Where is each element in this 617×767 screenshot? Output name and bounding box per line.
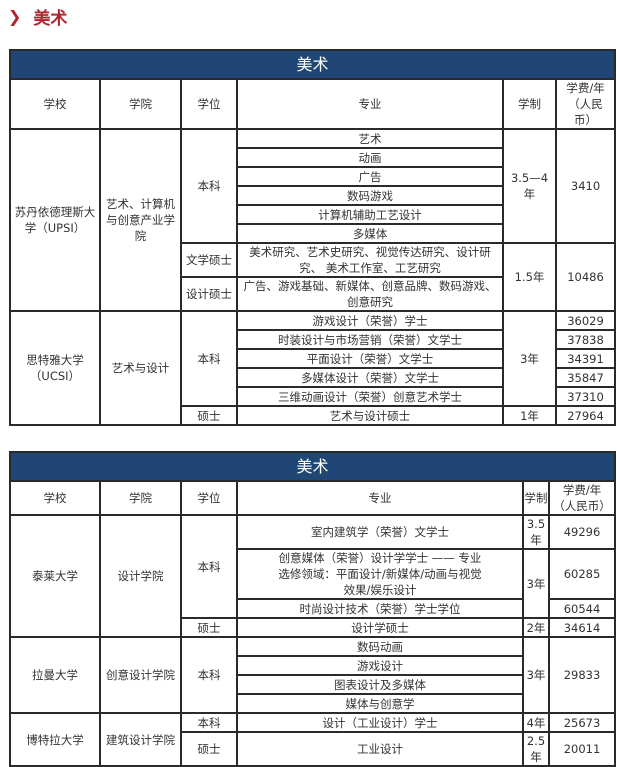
degree-cell: 硕士 [180, 405, 238, 426]
duration-cell: 3.5年 [522, 514, 550, 550]
art-table-2: 美术 学校 学院 学位 专业 学制 学费/年（人民币） 泰莱大学 设计学院 本科… [8, 451, 617, 767]
major-cell: 时装设计与市场营销（荣誉）文学士 [236, 329, 504, 350]
school-cell: 博特拉大学 [9, 712, 101, 767]
duration-cell: 3年 [522, 548, 550, 619]
major-cell: 动画 [236, 147, 504, 168]
fee-cell: 49296 [547, 514, 617, 550]
fee-cell: 3410 [554, 128, 617, 244]
school-cell: 泰莱大学 [9, 514, 101, 638]
major-cell: 广告 [236, 166, 504, 187]
degree-cell: 本科 [180, 128, 238, 244]
art-table-1: 美术 学校 学院 学位 专业 学制 学费/年（人民币） 苏丹依德理斯大学（UPS… [8, 49, 617, 426]
school-cell: 拉曼大学 [9, 636, 101, 714]
school-cell: 思特雅大学（UCSI） [9, 310, 101, 426]
fee-cell: 10486 [554, 242, 617, 312]
degree-cell: 文学硕士 [180, 242, 238, 278]
fee-cell: 60285 [547, 548, 617, 600]
header-school: 学校 [9, 480, 101, 516]
duration-cell: 4年 [522, 712, 550, 733]
college-cell: 艺术、计算机与创意产业学院 [99, 128, 182, 312]
header-duration: 学制 [522, 480, 550, 516]
major-cell: 图表设计及多媒体 [236, 674, 524, 695]
college-cell: 创意设计学院 [99, 636, 182, 714]
table-title: 美术 [8, 49, 617, 80]
degree-cell: 硕士 [180, 617, 238, 638]
fee-cell: 25673 [547, 712, 617, 733]
major-cell: 美术研究、艺术史研究、视觉传达研究、设计研究、 美术工作室、工艺研究 [236, 242, 504, 278]
header-college: 学院 [99, 480, 182, 516]
header-college: 学院 [99, 78, 182, 130]
fee-cell: 37838 [554, 329, 617, 350]
duration-cell: 3年 [522, 636, 550, 714]
major-cell: 数码动画 [236, 636, 524, 657]
header-degree: 学位 [180, 480, 238, 516]
duration-cell: 2年 [522, 617, 550, 638]
major-cell: 室内建筑学（荣誉）文学士 [236, 514, 524, 550]
section-heading: ❯ 美术 [8, 4, 67, 29]
degree-cell: 本科 [180, 310, 238, 407]
major-cell: 游戏设计（荣誉）学士 [236, 310, 504, 331]
fee-cell: 29833 [547, 636, 617, 714]
major-cell: 三维动画设计（荣誉）创意艺术学士 [236, 386, 504, 407]
major-cell: 计算机辅助工艺设计 [236, 204, 504, 225]
duration-cell: 1年 [502, 405, 557, 426]
major-cell: 多媒体设计（荣誉）文学士 [236, 367, 504, 388]
major-cell: 设计学硕士 [236, 617, 524, 638]
header-fee: 学费/年（人民币） [547, 480, 617, 516]
header-duration: 学制 [502, 78, 557, 130]
school-cell: 苏丹依德理斯大学（UPSI） [9, 128, 101, 312]
section-title: 美术 [33, 9, 68, 29]
degree-cell: 本科 [180, 712, 238, 733]
fee-cell: 34391 [554, 348, 617, 369]
major-cell: 创意媒体（荣誉）设计学学士 —— 专业选修领域：平面设计/新媒体/动画与视觉效果… [236, 548, 524, 600]
major-cell: 设计（工业设计）学士 [236, 712, 524, 733]
chevron-right-icon: ❯ [8, 7, 22, 26]
fee-cell: 36029 [554, 310, 617, 331]
major-cell: 多媒体 [236, 223, 504, 244]
major-cell: 艺术 [236, 128, 504, 149]
fee-cell: 34614 [547, 617, 617, 638]
major-cell: 数码游戏 [236, 185, 504, 206]
fee-cell: 35847 [554, 367, 617, 388]
table-title: 美术 [8, 451, 617, 482]
fee-cell: 60544 [547, 598, 617, 619]
major-cell: 时尚设计技术（荣誉）学士学位 [236, 598, 524, 619]
header-major: 专业 [236, 480, 524, 516]
duration-cell: 3年 [502, 310, 557, 407]
fee-cell: 37310 [554, 386, 617, 407]
duration-cell: 1.5年 [502, 242, 557, 312]
major-cell: 平面设计（荣誉）文学士 [236, 348, 504, 369]
major-cell: 游戏设计 [236, 655, 524, 676]
college-cell: 艺术与设计 [99, 310, 182, 426]
college-cell: 建筑设计学院 [99, 712, 182, 767]
major-cell: 艺术与设计硕士 [236, 405, 504, 426]
header-major: 专业 [236, 78, 504, 130]
degree-cell: 本科 [180, 514, 238, 619]
degree-cell: 本科 [180, 636, 238, 714]
degree-cell: 设计硕士 [180, 276, 238, 312]
college-cell: 设计学院 [99, 514, 182, 638]
major-cell: 广告、游戏基础、新媒体、创意品牌、数码游戏、创意研究 [236, 276, 504, 312]
major-cell: 媒体与创意学 [236, 693, 524, 714]
header-school: 学校 [9, 78, 101, 130]
fee-cell: 27964 [554, 405, 617, 426]
header-fee: 学费/年（人民币） [554, 78, 617, 130]
duration-cell: 3.5—4年 [502, 128, 557, 244]
header-degree: 学位 [180, 78, 238, 130]
